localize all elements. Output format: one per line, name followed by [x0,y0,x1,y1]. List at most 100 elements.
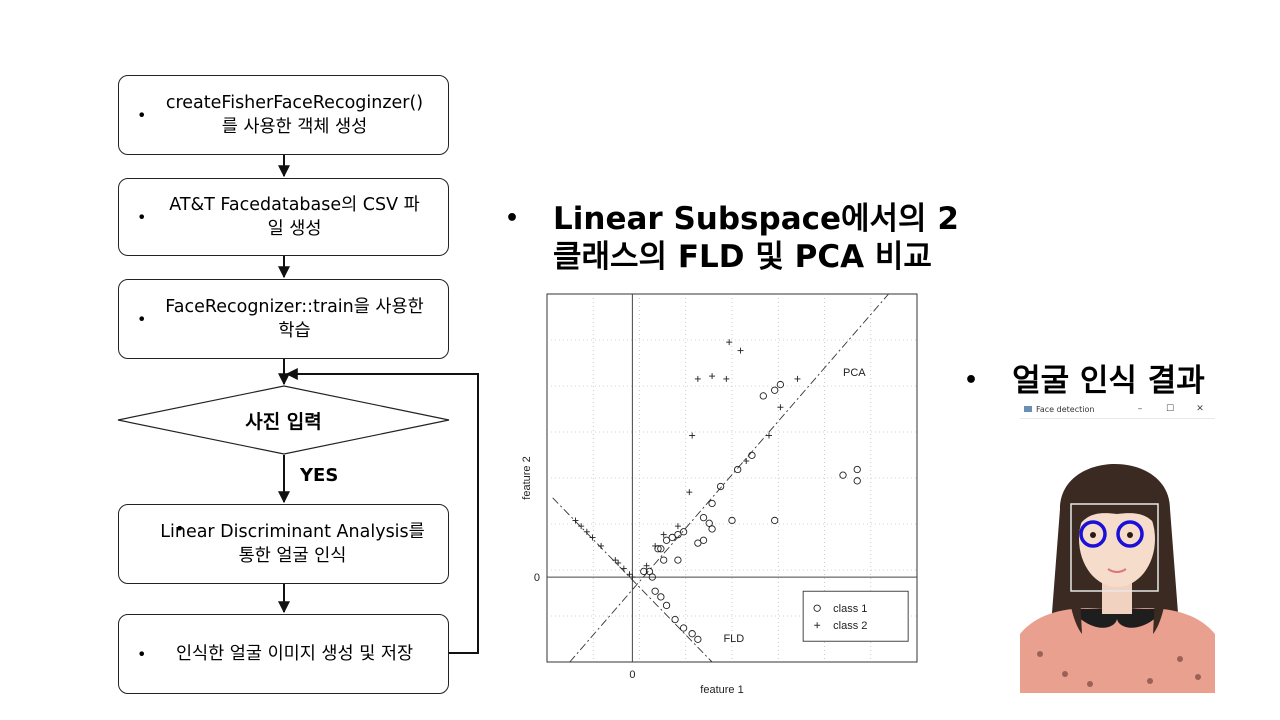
result-heading-text: 얼굴 인식 결과 [1012,363,1205,399]
class2-point [578,523,585,530]
bullet: • [505,206,520,231]
class1-point [748,451,756,460]
class2-point [726,339,733,346]
minimize-button[interactable]: – [1137,404,1143,414]
legend-label-class2: class 2 [833,620,867,632]
fld-annotation: FLD [723,633,744,645]
class2-point [686,489,693,496]
class1-point [679,528,688,536]
window-title: Face detection [1036,404,1095,414]
class1-point [771,386,779,394]
bullet: • [137,105,147,125]
class2-point [572,517,579,524]
class2-point [674,523,681,530]
class1-point [640,567,648,576]
left-eye-circle [1079,520,1107,548]
right-eye-circle [1116,520,1144,548]
class1-point [645,567,654,576]
class2-point [620,565,627,572]
face-box [1070,503,1159,592]
class2-point [660,531,667,538]
fld-pca-chart: PCA FLD class 1 class 2 0 0 feature 1 feature 2 [521,293,918,696]
class2-point [629,574,636,581]
y-axis-label: feature 2 [521,456,533,499]
bullet: • [137,644,147,664]
x-tick-label: 0 [629,669,635,681]
yes-label: YES [300,465,339,486]
class2-point [743,458,750,465]
class2-point [626,571,633,578]
chart-heading-line1: Linear Subspace에서의 2 [553,201,959,237]
decision-label: 사진 입력 [245,411,322,433]
window-titlebar: Face detection – ☐ ✕ [1020,400,1215,419]
class1-point [660,556,668,564]
class1-point [853,477,861,485]
pca-direction-line [569,293,889,663]
flow-step-2: • AT&T Facedatabase의 CSV 파일 생성 [118,178,449,256]
close-button[interactable]: ✕ [1196,404,1204,414]
app-icon [1024,406,1032,412]
class2-point [723,375,730,382]
class1-point [694,635,702,644]
flow-step-3: • FaceRecognizer::train을 사용한 학습 [118,279,449,359]
class1-point [771,516,779,525]
class2-point [737,347,744,354]
class1-point [674,556,682,564]
flow-step-1-text: createFisherFaceRecoginzer()를 사용한 객체 생성 [165,93,424,137]
chart-heading: • Linear Subspace에서의 2 클래스의 FLD 및 PCA 비교 [505,200,959,276]
flow-step-1: • createFisherFaceRecoginzer()를 사용한 객체 생… [118,75,449,155]
class2-point [589,534,596,541]
flow-step-4: • Linear Discriminant Analysis를 통한 얼굴 인식 [118,504,449,584]
flow-step-2-text: AT&T Facedatabase의 CSV 파일 생성 [169,195,420,239]
class1-point [716,482,725,491]
class2-point [615,559,622,566]
bullet: • [175,519,185,538]
legend-marker-class2 [814,622,821,629]
class2-point [694,375,701,382]
class1-point [679,624,688,632]
class1-point [657,593,665,601]
class2-point [794,375,801,382]
class2-point [598,542,605,549]
flow-step-3-text: FaceRecognizer::train을 사용한 학습 [165,297,424,341]
class1-point [776,380,785,389]
face-detection-window: Face detection – ☐ ✕ [1020,400,1215,693]
flow-step-5-text: 인식한 얼굴 이미지 생성 및 저장 [175,644,414,664]
x-axis-label: feature 1 [700,684,743,696]
decision-diamond [117,385,450,455]
flow-step-4-text: Linear Discriminant Analysis를 통한 얼굴 인식 [160,522,425,566]
class1-point [668,533,676,542]
class1-point [648,573,656,581]
class1-point [662,601,671,610]
class2-point [652,542,659,549]
y-tick-label: 0 [534,572,540,584]
legend-box [802,590,909,642]
bullet: • [964,368,979,393]
loop-back-arrow [285,368,479,654]
class1-point [657,545,665,553]
class1-point [839,471,847,479]
class1-point [853,465,861,474]
face-photo [1020,419,1215,693]
class1-point [699,513,708,522]
class1-point [674,530,682,539]
class1-point [708,525,716,533]
class2-point [612,557,619,564]
class1-point [651,587,659,595]
class2-point [709,373,716,380]
class1-point [699,536,708,544]
class2-point [643,562,650,569]
class2-point [689,432,696,439]
class1-point [728,516,736,525]
class1-point [694,539,702,547]
flow-step-5: • 인식한 얼굴 이미지 생성 및 저장 [118,614,449,694]
maximize-button[interactable]: ☐ [1165,404,1175,414]
class1-point [671,615,679,624]
class1-point [708,499,716,508]
legend-marker-class1 [813,604,821,612]
class1-point [734,465,742,474]
class1-point [705,519,713,527]
class1-point [759,392,767,400]
class1-point [662,536,671,544]
